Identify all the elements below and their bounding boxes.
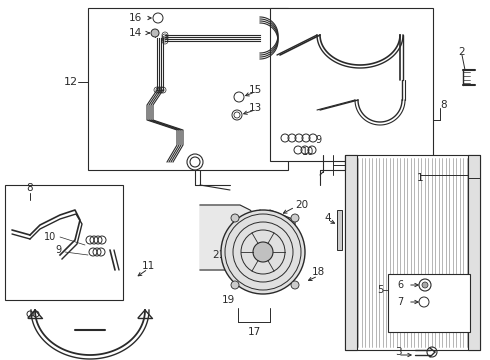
Text: 16: 16 xyxy=(128,13,142,23)
Bar xyxy=(5,185,123,300)
Text: 17: 17 xyxy=(247,327,261,337)
Text: 14: 14 xyxy=(128,28,142,38)
Text: 9: 9 xyxy=(315,135,321,145)
Circle shape xyxy=(422,282,428,288)
Text: 11: 11 xyxy=(142,261,155,271)
Text: 3: 3 xyxy=(394,347,401,357)
Bar xyxy=(88,8,288,170)
Text: 10: 10 xyxy=(302,147,314,157)
Bar xyxy=(345,155,357,350)
Text: 7: 7 xyxy=(397,297,403,307)
Circle shape xyxy=(221,210,305,294)
Text: 21: 21 xyxy=(212,250,225,260)
Text: 4: 4 xyxy=(325,213,331,223)
Text: 10: 10 xyxy=(44,232,56,242)
Circle shape xyxy=(291,214,299,222)
Circle shape xyxy=(291,281,299,289)
Bar xyxy=(337,210,342,250)
Circle shape xyxy=(231,214,239,222)
Text: 18: 18 xyxy=(311,267,324,277)
Text: 12: 12 xyxy=(64,77,78,87)
Text: 8: 8 xyxy=(26,183,33,193)
Text: 15: 15 xyxy=(248,85,262,95)
Text: 19: 19 xyxy=(221,295,235,305)
Text: 5: 5 xyxy=(377,285,383,295)
Bar xyxy=(270,8,433,161)
Text: 1: 1 xyxy=(416,173,423,183)
Circle shape xyxy=(151,29,159,37)
Circle shape xyxy=(231,281,239,289)
Bar xyxy=(468,155,480,350)
Bar xyxy=(345,155,480,350)
Circle shape xyxy=(253,242,273,262)
Text: 6: 6 xyxy=(397,280,403,290)
Text: 2: 2 xyxy=(459,47,466,57)
Text: 8: 8 xyxy=(440,100,446,110)
Polygon shape xyxy=(200,205,295,270)
Bar xyxy=(388,274,470,332)
Text: 9: 9 xyxy=(55,245,61,255)
Text: 13: 13 xyxy=(248,103,262,113)
Text: 20: 20 xyxy=(295,200,308,210)
